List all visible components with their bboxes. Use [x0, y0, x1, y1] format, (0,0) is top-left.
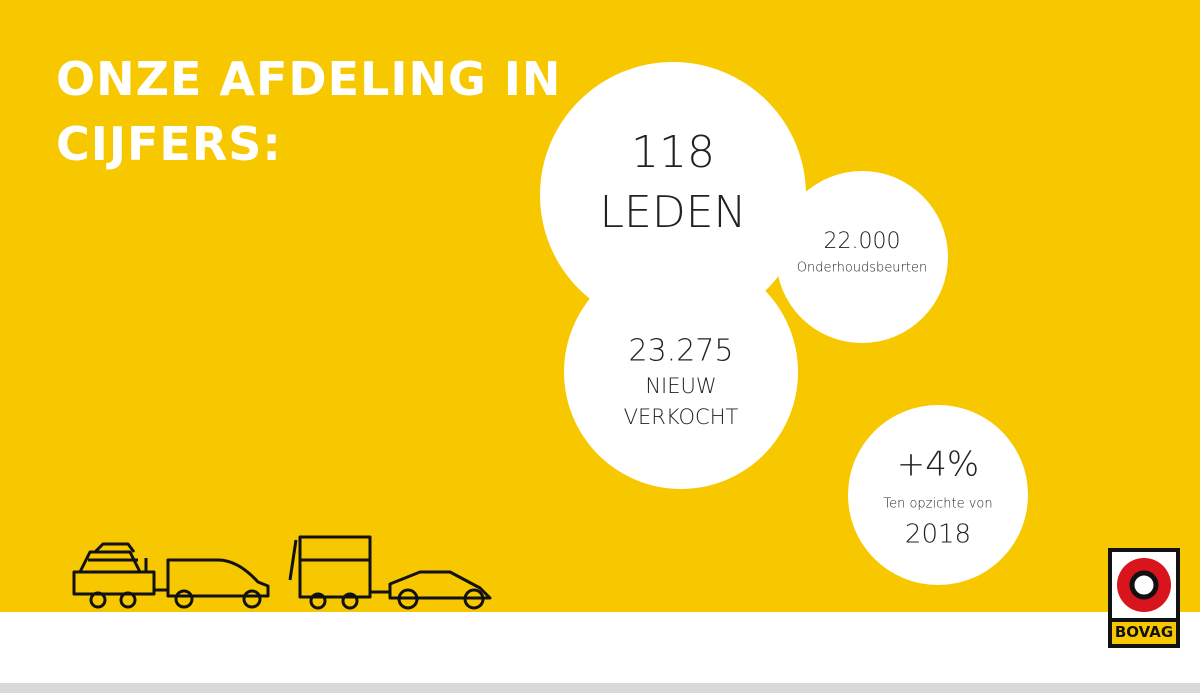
footer: [0, 612, 1200, 693]
stat-value: +4%: [897, 445, 979, 485]
stat-label: Ten opzichte von: [883, 497, 992, 512]
stat-value: 118: [631, 127, 715, 178]
footer-bar: [0, 683, 1200, 693]
circle: [540, 62, 806, 328]
stat-circle: 118 LEDEN: [540, 62, 806, 328]
stat-label: NIEUW: [645, 374, 716, 398]
logo: BOVAG: [1108, 548, 1180, 648]
stat-circle: +4% Ten opzichte von 2018: [848, 405, 1028, 585]
stat-circle: 23.275 NIEUW VERKOCHT: [564, 255, 798, 489]
title-line: CIJFERS:: [56, 117, 282, 171]
stat-label: LEDEN: [600, 187, 747, 238]
logo-bar: [1112, 622, 1176, 644]
logo-text: BOVAG: [1115, 623, 1173, 641]
circle: [848, 405, 1028, 585]
circle: [564, 255, 798, 489]
stat-value: 22.000: [824, 229, 901, 254]
stat-circle: 22.000 Onderhoudsbeurten: [776, 171, 948, 343]
stat-label: VERKOCHT: [624, 405, 739, 429]
stat-value: 23.275: [629, 334, 734, 369]
title-line: ONZE AFDELING IN: [56, 52, 561, 106]
stat-label: Onderhoudsbeurten: [797, 261, 927, 276]
vehicles-illustration: [72, 535, 492, 610]
stat-label: 2018: [905, 520, 971, 550]
logo-ring: [1129, 570, 1159, 600]
circle: [776, 171, 948, 343]
